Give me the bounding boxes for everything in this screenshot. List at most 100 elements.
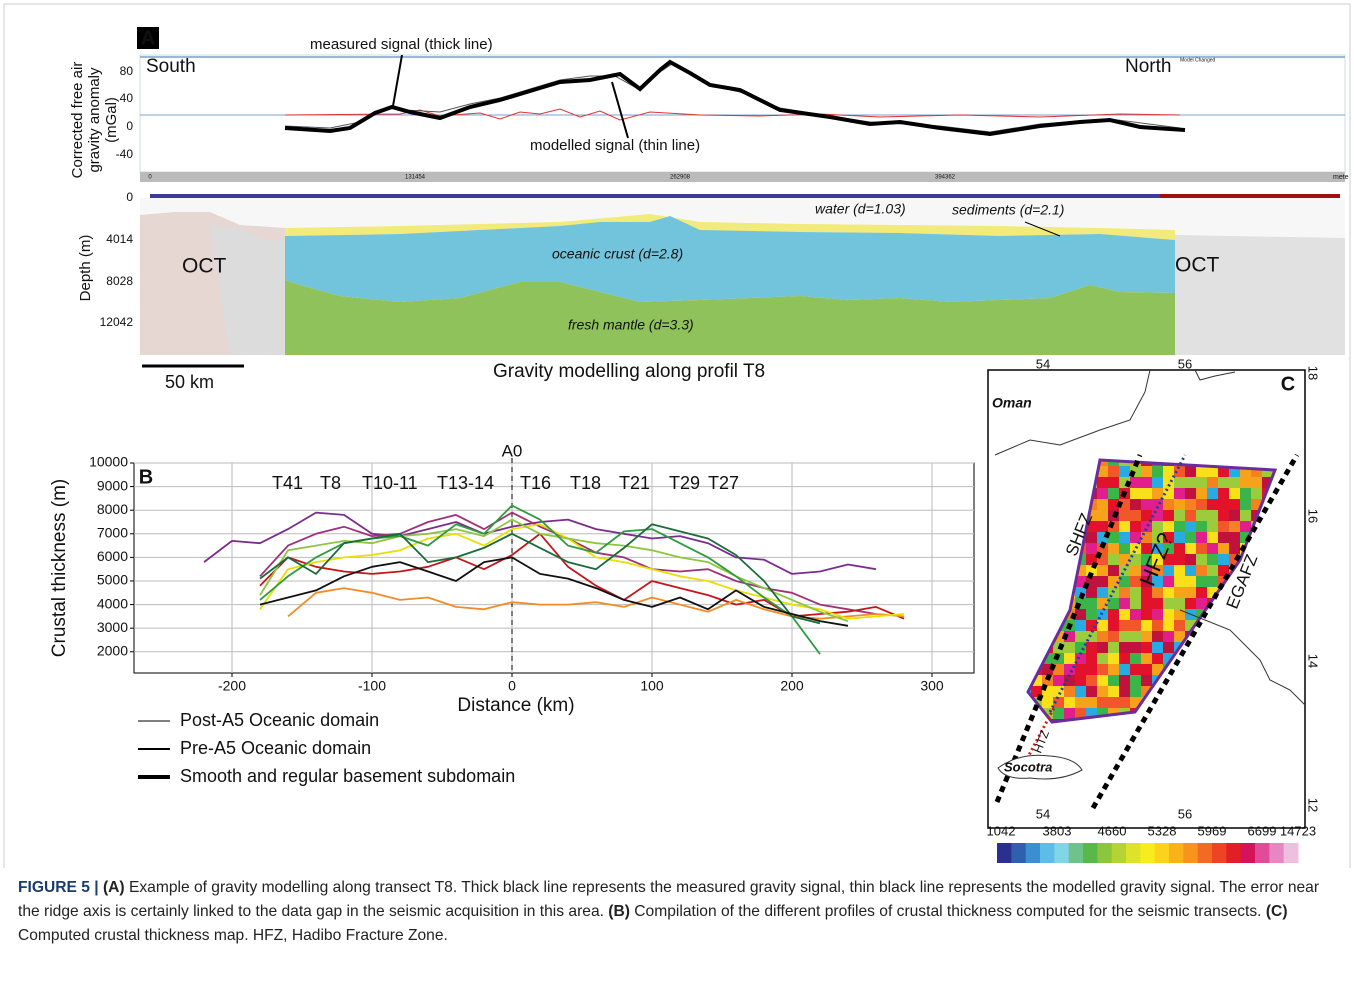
thickness-cell — [1130, 653, 1141, 664]
legend-entry: T16 — [520, 473, 551, 493]
colorbar-cell — [1255, 843, 1270, 863]
thickness-cell — [1108, 686, 1119, 697]
thickness-cell — [1185, 521, 1196, 532]
thickness-cell — [1119, 686, 1130, 697]
y-axis-label: gravity anomaly — [86, 67, 103, 173]
thickness-cell — [1108, 521, 1119, 532]
colorbar-cell — [1212, 843, 1227, 863]
thickness-cell — [1240, 466, 1251, 477]
thickness-cell — [1251, 499, 1262, 510]
thickness-cell — [1119, 664, 1130, 675]
thickness-cell — [1130, 532, 1141, 543]
thickness-cell — [1141, 653, 1152, 664]
thickness-cell — [1031, 686, 1042, 697]
thickness-cell — [1229, 499, 1240, 510]
y-tick-label: 9000 — [97, 477, 128, 493]
thickness-cell — [1097, 653, 1108, 664]
y-tick-label: 40 — [120, 91, 134, 105]
distance-unit: mete — [1333, 174, 1349, 181]
thickness-cell — [1141, 686, 1152, 697]
thickness-cell — [1141, 499, 1152, 510]
legend-entry: T27 — [708, 473, 739, 493]
thickness-cell — [1130, 686, 1141, 697]
thickness-cell — [1108, 532, 1119, 543]
thickness-cell — [1097, 664, 1108, 675]
thickness-cell — [1053, 708, 1064, 719]
thickness-cell — [1086, 576, 1097, 587]
thickness-cell — [1218, 554, 1229, 565]
thickness-cell — [1108, 664, 1119, 675]
thickness-cell — [1152, 521, 1163, 532]
thickness-cell — [1119, 620, 1130, 631]
legend-entry: T10-11 — [362, 473, 418, 493]
thickness-cell — [1097, 675, 1108, 686]
thickness-cell — [1218, 532, 1229, 543]
thickness-cell — [1163, 466, 1174, 477]
thickness-cell — [1218, 466, 1229, 477]
thickness-cell — [1152, 576, 1163, 587]
model-note: Model Changed — [1180, 57, 1216, 63]
thickness-cell — [1174, 521, 1185, 532]
place-label: Socotra — [1004, 759, 1052, 774]
map-tick-label: 56 — [1178, 356, 1192, 371]
thickness-cell — [1152, 488, 1163, 499]
thickness-cell — [1185, 620, 1196, 631]
thickness-cell — [1075, 653, 1086, 664]
thickness-cell — [1262, 466, 1273, 477]
thickness-cell — [1152, 565, 1163, 576]
thickness-cell — [1064, 686, 1075, 697]
thickness-cell — [1174, 510, 1185, 521]
thickness-cell — [1174, 543, 1185, 554]
thickness-cell — [1196, 532, 1207, 543]
y-tick-label: 0 — [126, 119, 133, 133]
thickness-cell — [1174, 620, 1185, 631]
thickness-cell — [1130, 675, 1141, 686]
colorbar-cell — [1054, 843, 1070, 863]
thickness-cell — [1108, 488, 1119, 499]
map — [987, 369, 1306, 863]
thickness-cell — [1097, 587, 1108, 598]
thickness-cell — [1218, 510, 1229, 521]
y-tick-label: 8000 — [97, 501, 128, 517]
thickness-cell — [1064, 664, 1075, 675]
x-tick-label: -200 — [218, 678, 246, 694]
annotation-line — [611, 81, 629, 139]
thickness-cell — [1141, 664, 1152, 675]
y-tick-label: 2000 — [97, 642, 128, 658]
thickness-cell — [1152, 510, 1163, 521]
mantle-layer — [285, 280, 1175, 355]
thickness-cell — [1251, 466, 1262, 477]
map-tick-label: 12 — [1306, 798, 1321, 812]
thickness-cell — [1152, 499, 1163, 510]
thickness-cell — [1240, 532, 1251, 543]
thickness-cell — [1108, 554, 1119, 565]
thickness-cell — [1119, 697, 1130, 708]
thickness-cell — [1163, 642, 1174, 653]
thickness-cell — [1130, 565, 1141, 576]
legend-entry: T41 — [272, 473, 303, 493]
y-tick-label: 10000 — [89, 454, 128, 470]
thickness-cell — [1163, 587, 1174, 598]
thickness-cell — [1086, 697, 1097, 708]
band-outline — [1026, 458, 1278, 724]
thickness-cell — [1097, 477, 1108, 488]
y-axis-label: (mGal) — [103, 97, 120, 143]
thickness-cell — [1130, 576, 1141, 587]
thickness-cell — [1185, 598, 1196, 609]
coastline — [994, 369, 1151, 456]
map-tick-label: 16 — [1306, 509, 1321, 523]
thickness-cell — [1108, 499, 1119, 510]
series-line — [259, 556, 849, 627]
fracture-zone — [994, 454, 1143, 803]
thickness-cell — [1119, 477, 1130, 488]
thickness-cell — [1229, 521, 1240, 532]
thickness-cell — [1086, 587, 1097, 598]
thickness-cell — [1031, 675, 1042, 686]
thickness-cell — [1141, 477, 1152, 488]
annotation-line — [1024, 221, 1061, 237]
thickness-cell — [1130, 631, 1141, 642]
measured-curve — [284, 59, 1186, 137]
thickness-cell — [1075, 609, 1086, 620]
thickness-cell — [1152, 477, 1163, 488]
thickness-cell — [1152, 631, 1163, 642]
